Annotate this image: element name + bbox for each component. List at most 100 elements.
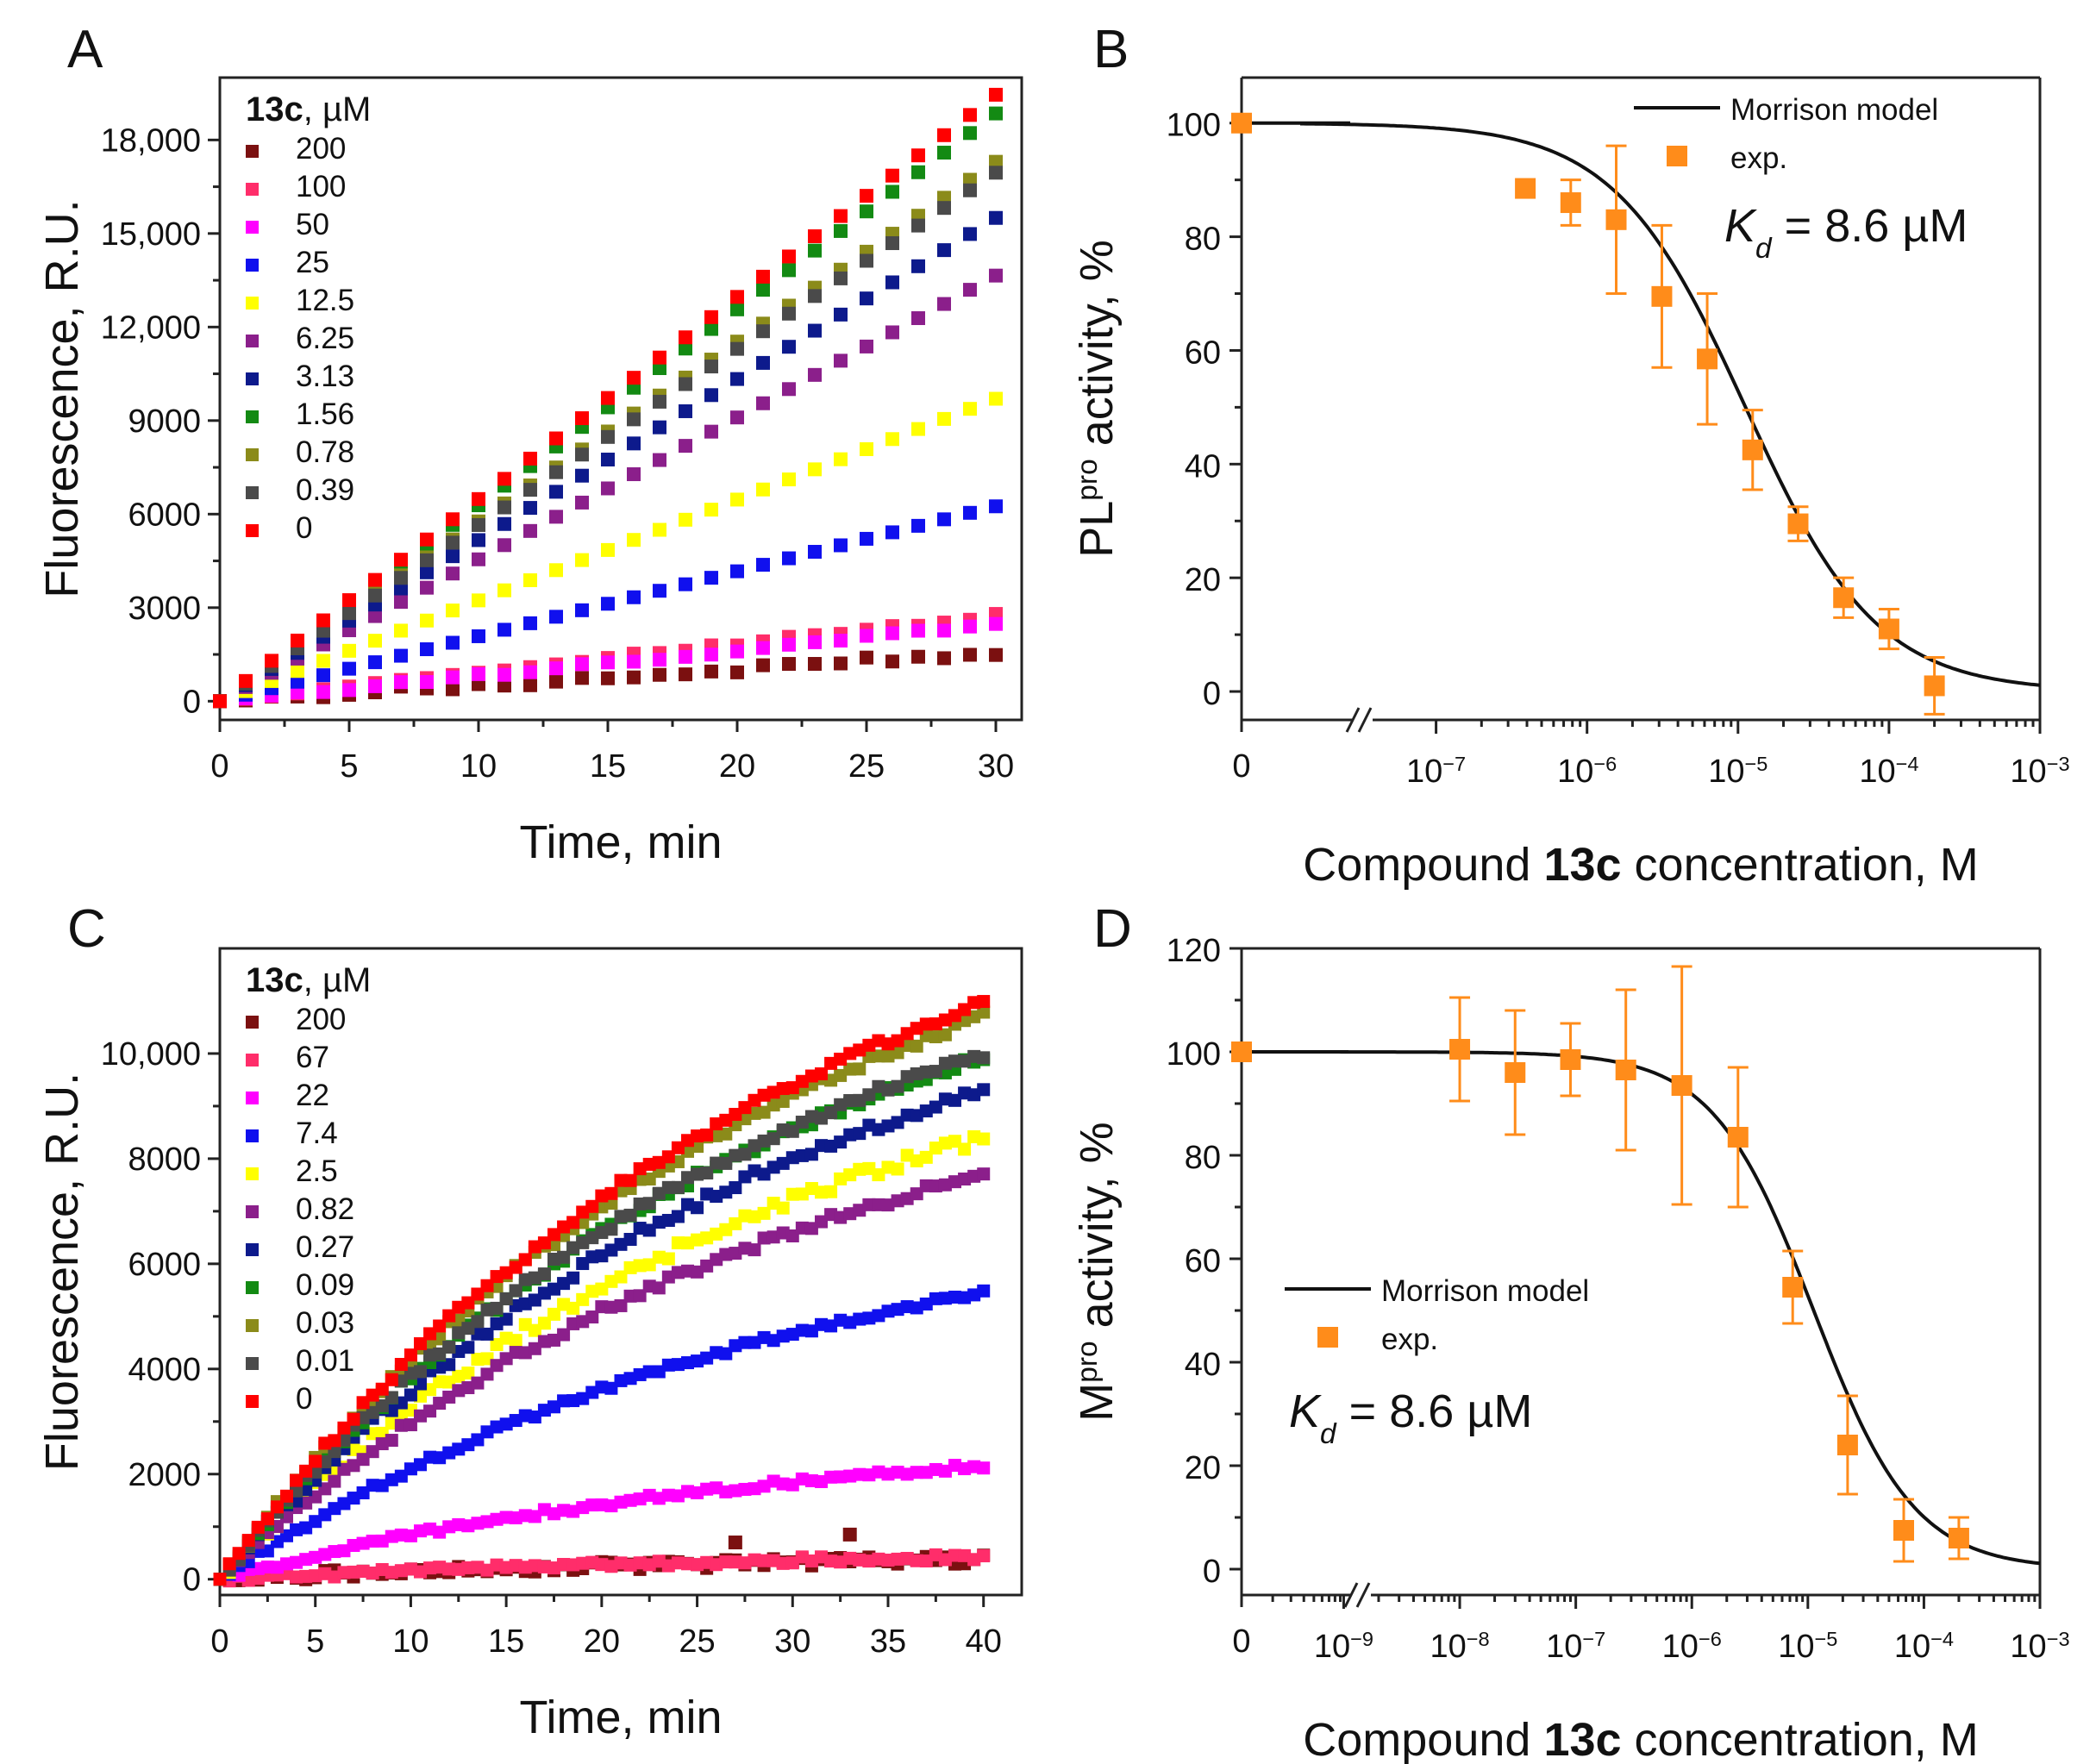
data-point <box>623 1208 637 1222</box>
data-point <box>368 609 382 623</box>
data-point <box>420 642 434 657</box>
y-tick-label: 4000 <box>128 1352 201 1388</box>
data-point <box>937 297 951 311</box>
data-point <box>461 1367 475 1380</box>
y-tick-label: 10,000 <box>101 1036 201 1073</box>
data-point <box>1671 1075 1692 1096</box>
legend-label: 200 <box>296 1003 346 1036</box>
data-point <box>342 643 356 658</box>
legend-marker <box>246 1357 259 1370</box>
data-point <box>730 290 744 304</box>
legend-label: 67 <box>296 1041 329 1074</box>
y-tick-label: 15,000 <box>101 216 201 253</box>
data-point <box>575 671 589 685</box>
kd-annotation-part-2: = 8.6 µM <box>1772 200 1968 252</box>
data-point <box>756 641 770 655</box>
data-point <box>446 682 460 697</box>
data-point <box>1605 209 1627 230</box>
data-point <box>911 518 925 533</box>
data-point <box>480 1327 494 1341</box>
x-tick-label-part-0: 10 <box>1662 1629 1699 1665</box>
x-tick-label-part-1: −5 <box>1815 1628 1838 1650</box>
chart-panel-c: 0 5 10 15 20 25 30 35 400200040006000800010,000T… <box>36 947 1023 1743</box>
data-point <box>963 402 977 416</box>
data-point <box>860 650 873 665</box>
data-point <box>885 432 899 447</box>
data-point <box>704 647 718 662</box>
data-point <box>776 1201 790 1215</box>
data-point <box>347 1412 360 1426</box>
legend-marker <box>246 448 259 461</box>
data-point <box>808 367 822 382</box>
data-point <box>623 1232 637 1246</box>
x-tick-label: 10−8 <box>1430 1628 1489 1665</box>
x-tick-label-part-1: −7 <box>1582 1628 1605 1650</box>
data-point <box>1515 178 1536 199</box>
data-point <box>316 668 330 683</box>
data-point <box>585 1199 599 1213</box>
data-point <box>523 616 537 630</box>
data-point <box>860 441 873 456</box>
data-point <box>911 259 925 273</box>
data-point <box>523 665 537 679</box>
x-tick-label: 10−6 <box>1662 1628 1722 1665</box>
data-point <box>1697 348 1718 370</box>
data-point <box>627 670 641 685</box>
data-point <box>885 275 899 290</box>
data-point <box>601 481 615 496</box>
data-point <box>977 1284 991 1298</box>
data-point <box>885 168 899 183</box>
data-point <box>937 411 951 426</box>
data-point <box>704 310 718 324</box>
legend-label: 0.39 <box>296 473 354 507</box>
data-point <box>585 1310 599 1324</box>
series-0 <box>213 995 991 1586</box>
x-tick-label: 20 <box>719 748 755 785</box>
data-point <box>213 1573 227 1586</box>
data-point <box>860 629 873 643</box>
data-point <box>756 658 770 672</box>
data-point <box>316 613 330 628</box>
data-point <box>860 189 873 203</box>
x-tick-label: 30 <box>774 1623 810 1660</box>
data-point <box>420 532 434 547</box>
legend-marker <box>246 1205 259 1218</box>
series-50 <box>213 616 1003 709</box>
data-point <box>704 503 718 517</box>
data-point <box>808 657 822 672</box>
x-tick-label: 10 <box>392 1623 429 1660</box>
data-point <box>782 249 796 264</box>
data-point <box>885 525 899 540</box>
legend-title: 13c, µM <box>246 961 371 999</box>
data-point <box>291 633 304 647</box>
series-0 <box>213 87 1003 709</box>
data-point <box>368 655 382 670</box>
data-point <box>394 675 408 690</box>
data-point <box>446 512 460 527</box>
data-point <box>420 613 434 628</box>
data-point <box>472 593 485 608</box>
x-tick-label: 25 <box>679 1623 715 1660</box>
data-point <box>368 572 382 587</box>
x-axis-title: Time, min <box>519 1692 722 1743</box>
data-point <box>782 657 796 672</box>
data-point <box>557 1328 571 1342</box>
data-point <box>627 533 641 547</box>
data-point <box>679 341 692 356</box>
plot-frame <box>218 947 1023 1597</box>
y-tick-label: 9000 <box>128 403 201 440</box>
data-point <box>963 183 977 197</box>
data-point <box>241 1534 255 1548</box>
data-point <box>938 1028 952 1042</box>
legend-label: 1.56 <box>296 397 354 431</box>
legend-label: 22 <box>296 1079 329 1112</box>
axis-break-mark <box>1357 707 1373 733</box>
data-point <box>342 661 356 676</box>
data-point <box>291 685 304 700</box>
data-point <box>523 572 537 587</box>
data-point <box>342 606 356 621</box>
data-point <box>808 229 822 244</box>
x-tick-label-part-0: 10 <box>1314 1629 1350 1665</box>
y-tick-label: 18,000 <box>101 122 201 159</box>
legend-title-part-0: 13c <box>246 91 303 128</box>
